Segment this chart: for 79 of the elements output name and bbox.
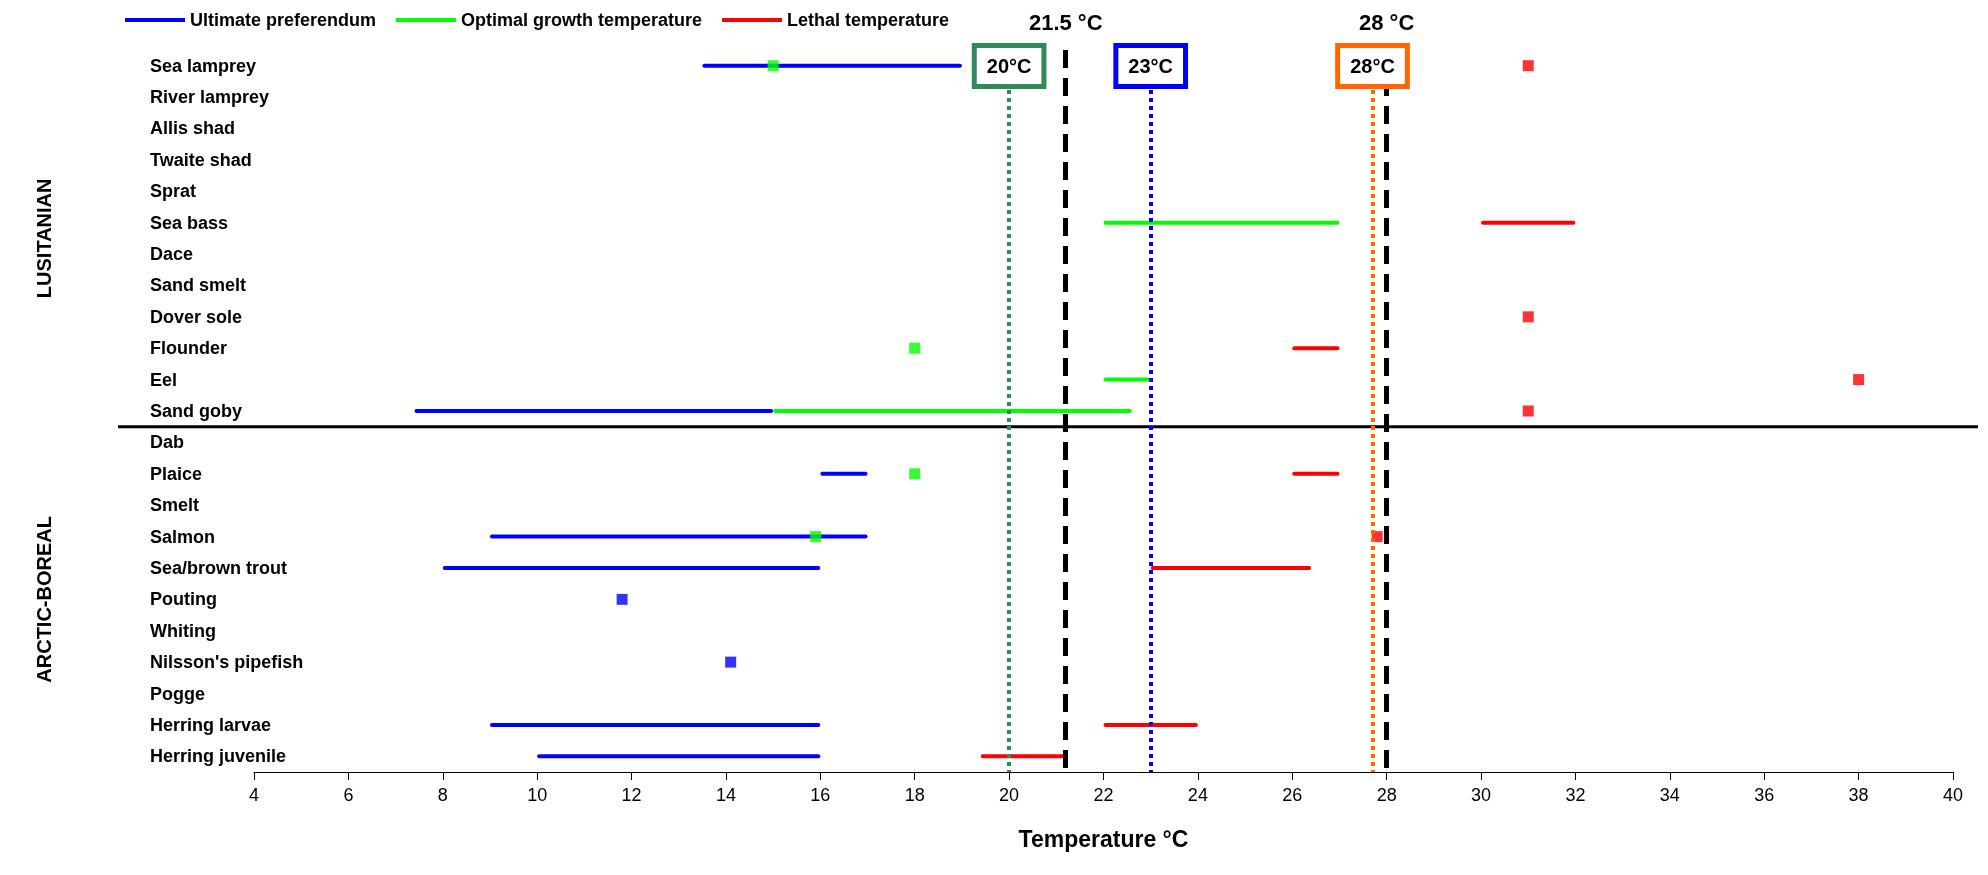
ref-line-label: 20°C [986,55,1032,77]
bar [1481,220,1576,225]
point [767,60,779,72]
y-tick-label: Sea/brown trout [150,557,288,578]
y-tick-label: Pogge [150,683,206,704]
x-tick-label: 4 [248,785,260,805]
x-tick-label: 20 [999,785,1020,805]
y-tick-label: Eel [150,369,178,390]
x-tick-label: 34 [1659,785,1680,805]
bar [537,754,821,759]
bar [1103,220,1340,225]
point [909,468,921,480]
bar [773,409,1132,413]
y-tick-label: Dover sole [150,306,243,327]
y-tick-label: Herring larvae [150,714,272,735]
point [725,656,737,668]
x-tick-label: 18 [904,785,925,805]
x-tick-label: 10 [527,785,548,805]
ref-line-label: 28°C [1350,55,1395,77]
y-tick-label: Plaice [150,463,203,484]
legend-label: Ultimate preferendum [190,10,377,30]
point [1522,311,1534,323]
bar [1292,471,1340,476]
y-tick-label: Sand smelt [150,275,247,296]
x-tick-label: 32 [1565,785,1586,805]
x-tick-label: 12 [621,785,642,805]
y-tick-label: Sand goby [150,401,243,421]
point [810,531,822,543]
bar [489,534,868,539]
x-tick-label: 36 [1754,785,1775,805]
ref-line-label: 21.5 °C [1028,9,1103,35]
x-tick-label: 26 [1282,785,1303,805]
ref-line-label: 23°C [1128,55,1174,77]
y-tick-label: Dace [150,244,194,265]
bar [1103,377,1151,382]
x-tick-label: 28 [1376,785,1397,805]
x-axis-title: Temperature °C [1018,825,1189,852]
y-tick-label: Allis shad [150,118,236,139]
ref-line-label: 28 °C [1359,9,1415,35]
y-tick-label: Pouting [150,589,217,610]
y-tick-label: Whiting [150,620,216,641]
x-tick-label: 16 [810,785,831,805]
x-tick-label: 22 [1093,785,1114,805]
y-tick-label: Flounder [150,338,227,359]
x-tick-label: 8 [437,785,448,805]
text: LUSITANIAN [33,178,55,299]
y-tick-label: Sea lamprey [150,55,257,76]
bar [702,63,962,68]
y-tick-label: Dab [150,432,185,453]
y-tick-label: Herring juvenile [150,746,287,767]
x-tick-label: 40 [1942,785,1964,805]
y-tick-label: Sea bass [150,212,229,233]
x-tick-label: 30 [1471,785,1492,805]
point [616,593,628,605]
point [909,342,921,354]
y-tick-label: Twaite shad [150,149,252,170]
bar [980,754,1066,759]
x-tick-label: 14 [715,785,736,805]
bar [442,565,821,570]
text: ARCTIC-BOREAL [33,516,55,683]
bar [1150,565,1312,570]
legend-label: Lethal temperature [787,10,950,30]
point [1522,60,1534,72]
y-tick-label: Salmon [150,526,216,547]
y-tick-label: River lamprey [150,87,270,108]
bar [1292,346,1340,351]
x-tick-label: 6 [343,785,354,805]
bar [489,722,821,727]
x-tick-label: 24 [1187,785,1208,805]
x-tick-label: 38 [1848,785,1869,805]
y-tick-label: Sprat [150,181,197,202]
bar [820,471,868,476]
point [1522,405,1534,417]
bar [414,409,774,413]
bar [1103,722,1198,727]
y-tick-label: Nilsson's pipefish [150,652,304,673]
point [1853,374,1865,386]
y-tick-label: Smelt [150,495,200,516]
legend-label: Optimal growth temperature [461,10,703,30]
